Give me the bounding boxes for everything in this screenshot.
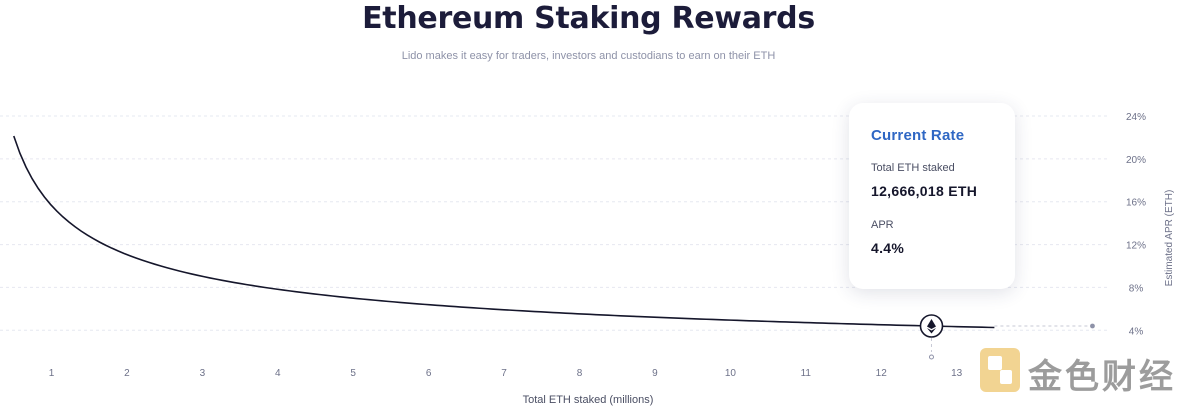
x-tick-label: 13 — [951, 368, 963, 379]
total-staked-label: Total ETH staked — [871, 162, 955, 174]
tooltip-title: Current Rate — [871, 127, 965, 144]
eth-icon — [926, 319, 936, 329]
x-tick-label: 2 — [124, 368, 130, 379]
y-axis-label: Estimated APR (ETH) — [1164, 190, 1175, 287]
watermark-text: 金色财经 — [1028, 357, 1176, 397]
apr-value: 4.4% — [871, 240, 905, 256]
x-tick-label: 12 — [876, 368, 888, 379]
current-rate-markers — [919, 314, 944, 360]
current-rate-axis-dot — [928, 354, 934, 360]
x-tick-label: 7 — [501, 368, 507, 379]
y-axis-ticks: 4% 8% 12% 16% 20% 24% — [1126, 112, 1146, 337]
x-axis-label: Total ETH staked (millions) — [523, 394, 654, 406]
eth-icon-base — [926, 328, 936, 334]
x-tick-label: 3 — [200, 368, 206, 379]
apr-label: APR — [871, 219, 894, 231]
watermark-logo: 金色财经 — [980, 346, 1180, 398]
x-tick-label: 8 — [577, 368, 583, 379]
page-subtitle: Lido makes it easy for traders, investor… — [401, 50, 776, 62]
x-tick-label: 11 — [801, 368, 812, 379]
x-tick-label: 4 — [275, 368, 281, 379]
y-tick-label: 16% — [1126, 198, 1146, 209]
x-tick-label: 9 — [652, 368, 658, 379]
current-rate-tooltip: Current Rate Total ETH staked 12,666,018… — [849, 103, 1015, 289]
x-tick-label: 1 — [49, 368, 55, 379]
y-tick-label: 24% — [1126, 112, 1146, 123]
page-title: Ethereum Staking Rewards — [362, 1, 815, 36]
y-tick-label: 12% — [1126, 241, 1146, 252]
watermark-logo-icon — [980, 348, 1020, 392]
projection-end-dot — [1090, 323, 1095, 329]
y-tick-label: 4% — [1129, 326, 1144, 337]
x-tick-label: 6 — [426, 368, 432, 379]
x-tick-label: 5 — [350, 368, 356, 379]
total-staked-value: 12,666,018 ETH — [871, 183, 978, 199]
series — [13, 135, 1095, 329]
y-tick-label: 8% — [1129, 283, 1144, 294]
apr-curve — [13, 135, 995, 329]
y-tick-label: 20% — [1126, 155, 1146, 166]
x-axis-ticks: 1 2 3 4 5 6 7 8 9 10 11 12 13 — [49, 368, 963, 379]
x-tick-label: 10 — [725, 368, 737, 379]
